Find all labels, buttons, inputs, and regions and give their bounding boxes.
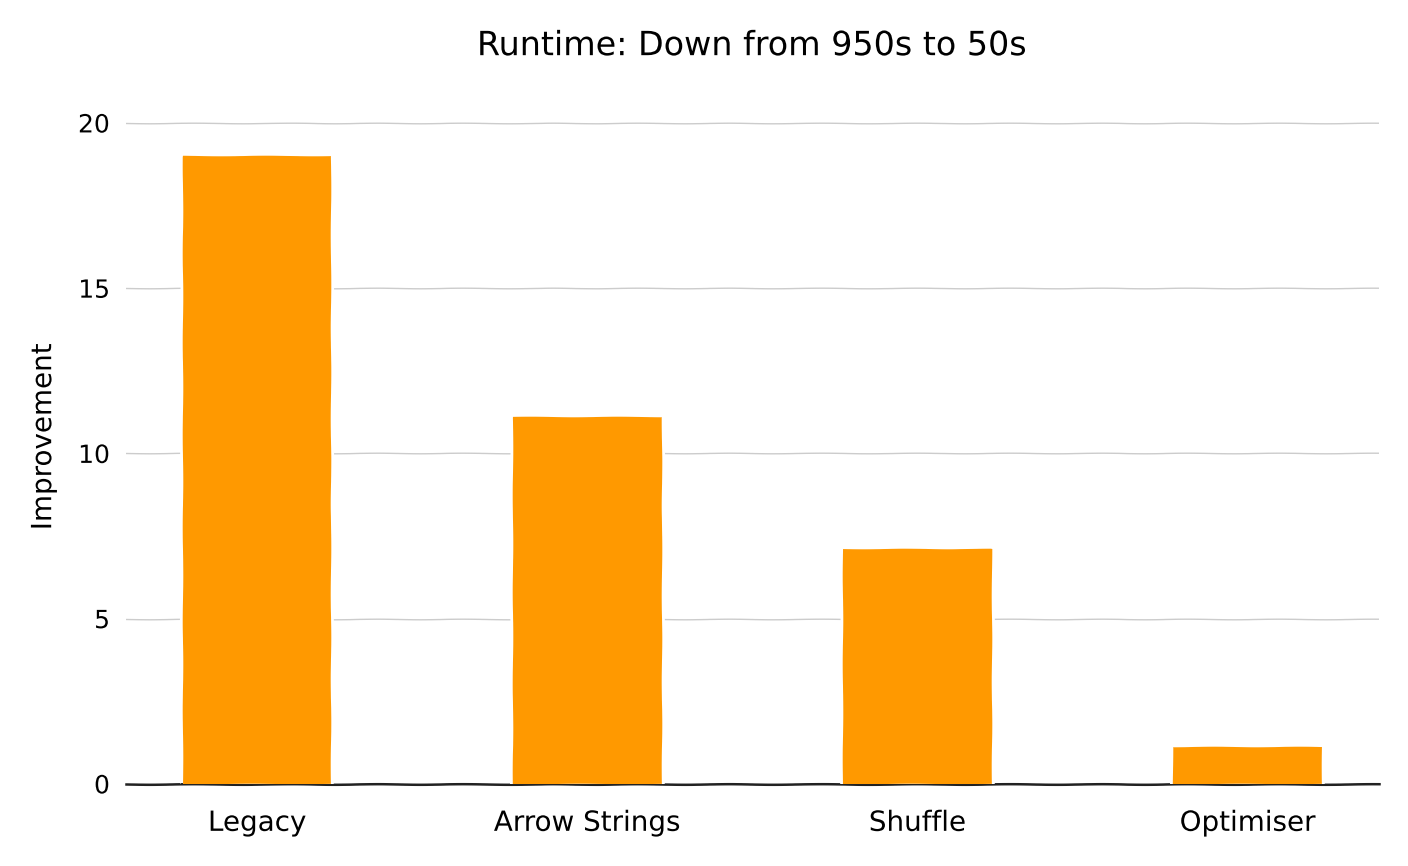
Bar	[513, 417, 662, 784]
Y-axis label: Improvement: Improvement	[30, 344, 58, 530]
Bar	[183, 156, 331, 784]
Title: Runtime: Down from 950s to 50s: Runtime: Down from 950s to 50s	[477, 29, 1028, 62]
Bar	[843, 549, 991, 784]
Bar	[1173, 747, 1322, 784]
